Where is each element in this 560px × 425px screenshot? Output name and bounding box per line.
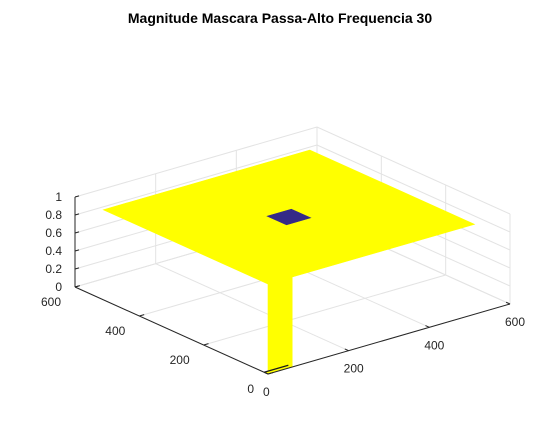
y-tick	[267, 372, 273, 375]
y-tick-label: 0	[247, 382, 254, 396]
surface-spike-edge	[263, 364, 289, 373]
z-tick	[74, 267, 80, 270]
z-tick	[74, 231, 80, 234]
grid-line-z	[74, 126, 318, 198]
y-tick-label: 400	[105, 324, 125, 338]
z-tick	[74, 195, 80, 198]
z-tick-label: 1	[55, 190, 62, 204]
surface-notch	[266, 208, 312, 226]
x-axis-line	[267, 303, 511, 375]
grid-line-y	[203, 274, 446, 346]
x-tick	[263, 371, 269, 375]
x-tick-label: 200	[344, 362, 364, 376]
x-tick-label: 0	[263, 385, 270, 399]
y-tick	[203, 343, 209, 346]
x-tick-label: 400	[424, 338, 444, 352]
grid-line-z	[316, 126, 511, 215]
y-tick-label: 600	[41, 295, 61, 309]
chart-title: Magnitude Mascara Passa-Alto Frequencia …	[127, 10, 433, 26]
z-tick	[74, 213, 80, 216]
grid-line-x	[155, 263, 349, 352]
surface	[102, 149, 476, 375]
z-tick	[74, 249, 80, 252]
grid-line-z	[316, 144, 511, 233]
z-tick-label: 0.4	[45, 244, 62, 258]
z-tick-label: 0	[55, 280, 62, 294]
y-axis-line	[74, 286, 269, 375]
y-tick	[139, 314, 145, 317]
grid-line-z	[74, 144, 318, 216]
y-tick-label: 200	[170, 353, 190, 367]
surface-spike-face	[267, 276, 293, 375]
x-tick	[505, 301, 511, 305]
z-tick-label: 0.8	[45, 208, 62, 222]
z-tick	[74, 285, 80, 288]
x-tick	[425, 325, 430, 328]
x-tick	[344, 348, 349, 352]
z-tick-label: 0.2	[45, 262, 62, 276]
z-tick-label: 0.6	[45, 226, 62, 240]
x-tick-label: 600	[505, 315, 525, 329]
